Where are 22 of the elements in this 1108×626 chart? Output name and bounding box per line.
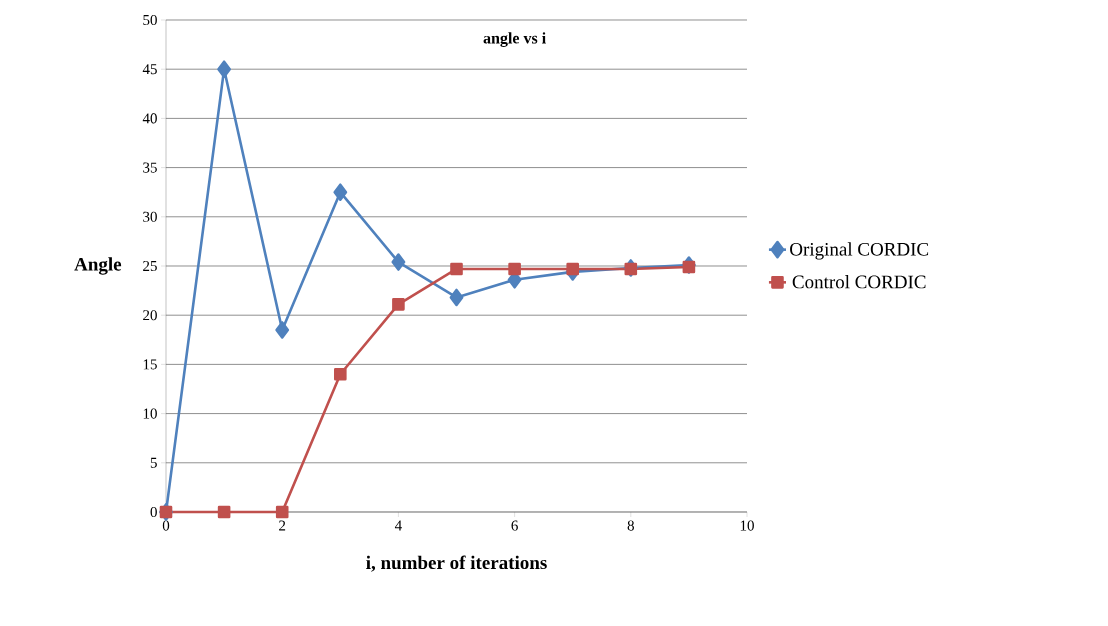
- text: angle vs i: [483, 32, 546, 47]
- y-tick-label: 20: [143, 310, 157, 321]
- x-tick-label: 0: [162, 520, 170, 531]
- x-tick-label: 8: [627, 520, 634, 531]
- y-axis-title: Angle: [74, 257, 122, 275]
- y-tick-label: 40: [142, 113, 157, 124]
- y-tick-label: 50: [143, 14, 157, 26]
- legend-label: Original CORDIC: [790, 242, 929, 260]
- y-tick-label: 45: [142, 64, 157, 75]
- x-tick-label: 10: [740, 520, 754, 531]
- x-tick-label: 4: [394, 520, 402, 531]
- x-tick-label: 2: [279, 520, 286, 531]
- y-tick-label: 15: [143, 359, 157, 370]
- y-tick-label: 0: [150, 506, 157, 518]
- y-tick-label: 25: [143, 260, 157, 272]
- x-axis-title: i, number of iterations: [366, 555, 547, 572]
- y-tick-label: 35: [143, 162, 157, 173]
- legend-label: Control CORDIC: [792, 275, 926, 289]
- x-tick-label: 6: [511, 520, 518, 531]
- y-tick-label: 30: [143, 211, 157, 222]
- y-tick-label: 10: [143, 408, 157, 419]
- y-tick-label: 5: [150, 457, 157, 468]
